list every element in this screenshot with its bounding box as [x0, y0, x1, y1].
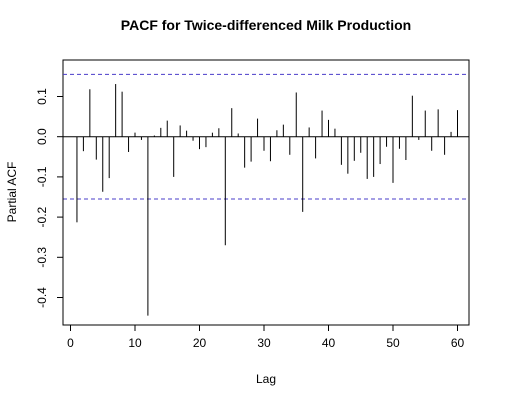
x-tick-label: 30 [257, 336, 271, 350]
x-axis-label: Lag [256, 372, 276, 386]
y-tick-label: 0.0 [35, 128, 49, 145]
y-tick-label: -0.1 [35, 166, 49, 187]
x-tick-label: 10 [128, 336, 142, 350]
y-tick-label: 0.1 [35, 88, 49, 105]
y-axis-label: Partial ACF [5, 162, 19, 223]
x-tick-label: 50 [386, 336, 400, 350]
chart-title: PACF for Twice-differenced Milk Producti… [121, 17, 411, 33]
y-tick-label: -0.3 [35, 247, 49, 268]
y-tick-label: -0.4 [35, 287, 49, 308]
plot-frame [62, 59, 470, 326]
x-tick-label: 20 [193, 336, 207, 350]
y-tick-label: -0.2 [35, 206, 49, 227]
x-tick-label: 40 [322, 336, 336, 350]
x-tick-label: 60 [451, 336, 465, 350]
x-tick-label: 0 [67, 336, 74, 350]
